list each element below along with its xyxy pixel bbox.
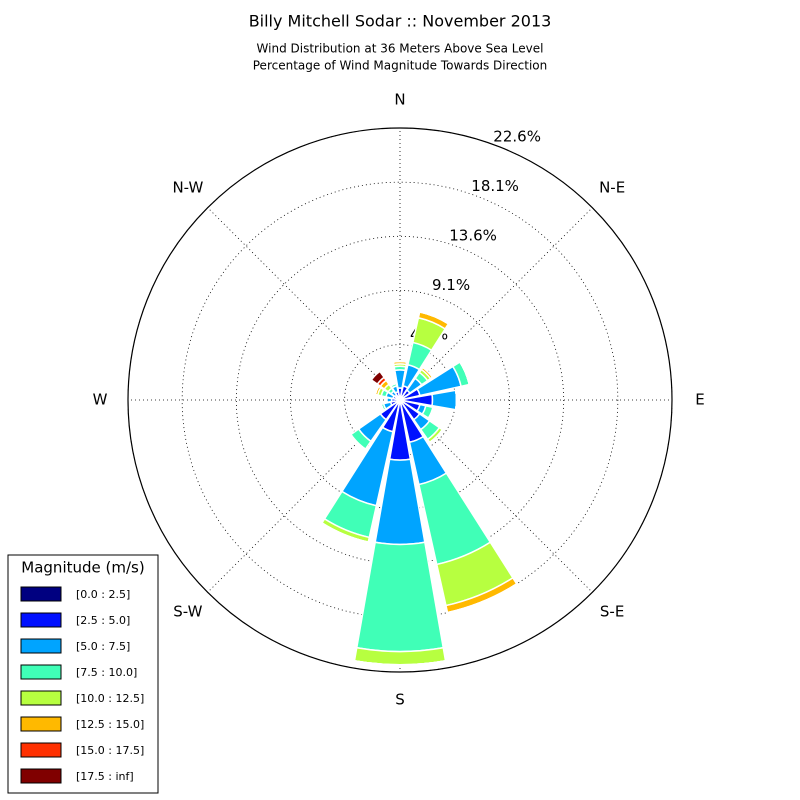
legend-swatch [20, 690, 62, 706]
direction-label: W [93, 391, 108, 409]
plot-border [127, 127, 673, 673]
legend-swatch [20, 638, 62, 654]
legend-swatch [20, 664, 62, 680]
direction-label: S [395, 691, 405, 709]
legend-label: [0.0 : 2.5] [76, 588, 130, 601]
direction-label: E [695, 391, 704, 409]
legend-title: Magnitude (m/s) [21, 559, 144, 577]
wind-bar [354, 660, 446, 666]
grid-ring [290, 290, 510, 510]
grid-ring [181, 181, 619, 619]
direction-label: S-W [173, 603, 202, 621]
grid-ring [235, 235, 565, 565]
legend-label: [15.0 : 17.5] [76, 744, 144, 757]
legend-swatch [20, 586, 62, 602]
direction-label: N-W [172, 178, 203, 196]
wind-bar [431, 389, 458, 411]
r-tick-label: 9.1% [432, 276, 470, 294]
legend-label: [5.0 : 7.5] [76, 640, 130, 653]
wind-bar [454, 390, 458, 410]
grid-spoke [399, 207, 593, 401]
legend-label: [2.5 : 5.0] [76, 614, 130, 627]
wind-bar [393, 360, 407, 363]
direction-label: N-E [599, 178, 625, 196]
legend-swatch [20, 612, 62, 628]
wind-bar [355, 541, 445, 653]
direction-label: N [394, 91, 405, 109]
legend-label: [10.0 : 12.5] [76, 692, 144, 705]
legend-label: [17.5 : inf] [76, 770, 134, 783]
wind-bar [370, 370, 386, 386]
r-tick-label: 13.6% [449, 226, 497, 244]
legend-swatch [20, 716, 62, 732]
direction-label: S-E [600, 603, 624, 621]
grid-spoke [399, 399, 593, 593]
legend-label: [7.5 : 10.0] [76, 666, 137, 679]
legend-swatch [20, 742, 62, 758]
r-tick-label: 18.1% [471, 177, 519, 195]
wind-bar [380, 404, 385, 411]
grid-spoke [207, 207, 401, 401]
r-tick-label: 22.6% [493, 127, 541, 145]
wind-bar [429, 429, 443, 443]
chart-subtitle: Wind Distribution at 36 Meters Above Sea… [257, 42, 544, 56]
legend-label: [12.5 : 15.0] [76, 718, 144, 731]
chart-subtitle: Percentage of Wind Magnitude Towards Dir… [253, 59, 547, 73]
chart-title: Billy Mitchell Sodar :: November 2013 [249, 12, 552, 31]
grid-spoke [207, 399, 401, 593]
legend-swatch [20, 768, 62, 784]
